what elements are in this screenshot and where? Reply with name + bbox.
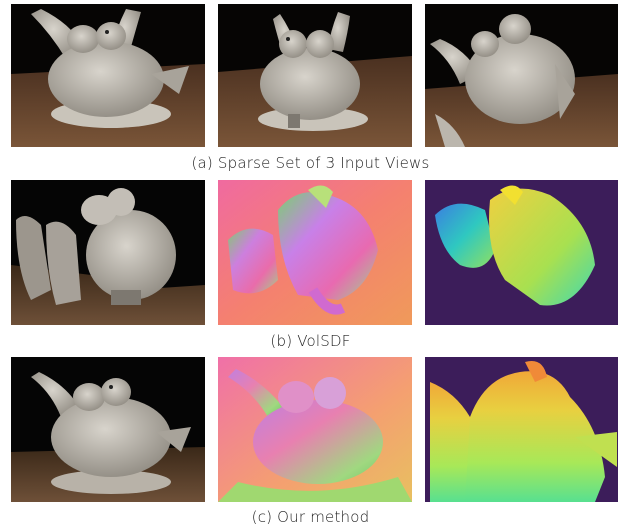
input-view-1: [11, 4, 205, 147]
caption-row-b: (b) VolSDF: [270, 332, 351, 350]
volsdf-depth-map: [425, 180, 618, 325]
volsdf-normal-map: [218, 180, 412, 325]
caption-row-a: (a) Sparse Set of 3 Input Views: [191, 154, 430, 172]
ours-rgb-render: [11, 357, 205, 502]
volsdf-rgb-render: [11, 180, 205, 325]
ours-depth-map: [425, 357, 618, 502]
caption-row-c: (c) Our method: [251, 508, 370, 526]
input-view-3: [425, 4, 618, 147]
input-view-2: [218, 4, 412, 147]
ours-normal-map: [218, 357, 412, 502]
